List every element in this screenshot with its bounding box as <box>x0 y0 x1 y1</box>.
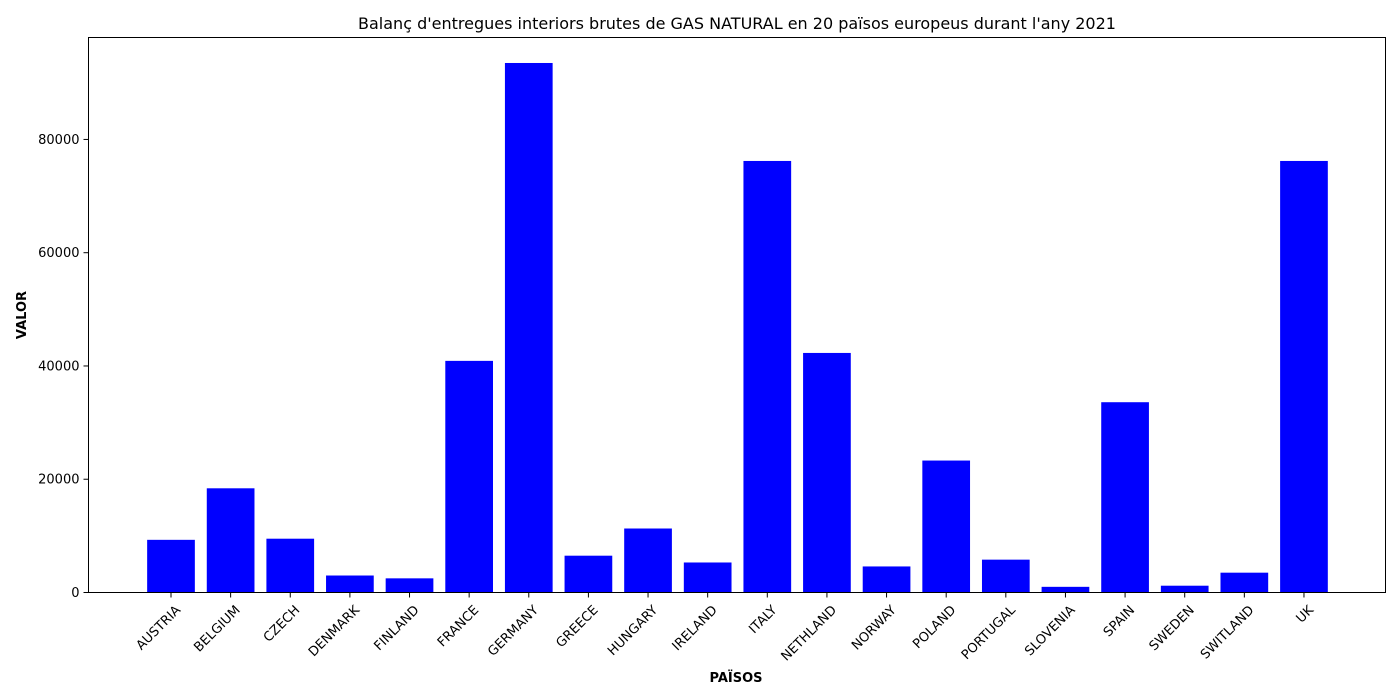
y-tick-label: 20000 <box>38 473 79 488</box>
x-tick-label: HUNGARY <box>605 603 661 659</box>
x-tick-label: NETHLAND <box>779 603 840 664</box>
y-axis-label: VALOR <box>15 291 30 339</box>
bar-sweden <box>1160 585 1209 593</box>
y-tick-label: 60000 <box>38 246 79 261</box>
bar-hungary <box>624 528 672 593</box>
y-tick-label: 0 <box>71 586 79 601</box>
x-tick-label: SPAIN <box>1101 603 1138 640</box>
bar-belgium <box>206 488 255 593</box>
x-tick-label: NORWAY <box>849 603 900 654</box>
x-tick-label: FRANCE <box>435 603 482 650</box>
bar-nethland <box>803 352 851 593</box>
x-tick-label: SLOVENIA <box>1022 603 1078 659</box>
x-tick-label: BELGIUM <box>191 603 243 655</box>
x-tick-label: SWITLAND <box>1198 603 1257 662</box>
x-tick-label: PORTUGAL <box>959 602 1020 663</box>
bar-norway <box>862 566 911 593</box>
bar-austria <box>147 539 195 593</box>
x-tick-label: GREECE <box>553 603 601 651</box>
x-axis-label: PAÏSOS <box>709 670 762 686</box>
bar-switland <box>1220 572 1269 593</box>
bars-group <box>147 62 1328 593</box>
x-tick-label: UK <box>1294 603 1318 627</box>
y-axis: 0 20000 40000 60000 80000 <box>38 133 89 601</box>
x-tick-label: IRELAND <box>670 603 721 654</box>
bar-denmark <box>326 575 374 593</box>
bar-spain <box>1101 402 1149 593</box>
x-tick-label: FINLAND <box>372 603 423 654</box>
x-tick-label: CZECH <box>261 603 303 645</box>
bar-slovenia <box>1041 586 1090 593</box>
bar-germany <box>504 62 553 593</box>
x-tick-label: ITALY <box>746 603 780 637</box>
bar-czech <box>266 538 315 593</box>
bar-poland <box>922 460 971 593</box>
x-tick-label: DENMARK <box>306 603 363 660</box>
x-tick-label: GERMANY <box>485 603 542 660</box>
x-tick-label: POLAND <box>910 603 959 652</box>
bar-italy <box>743 160 792 593</box>
x-tick-label: AUSTRIA <box>134 603 185 654</box>
bar-uk <box>1280 160 1328 593</box>
bar-france <box>445 360 493 593</box>
bar-ireland <box>683 562 732 593</box>
x-axis: AUSTRIA BELGIUM CZECH DENMARK FINLAND FRANCE G… <box>134 592 1318 664</box>
x-tick-label: SWEDEN <box>1147 603 1198 654</box>
bar-finland <box>385 578 434 593</box>
chart-title: Balanç d'entregues interiors brutes de G… <box>358 14 1116 33</box>
bar-portugal <box>981 559 1030 593</box>
plot-frame <box>88 37 1386 593</box>
y-tick-label: 40000 <box>38 359 79 374</box>
bar-greece <box>564 555 613 593</box>
y-tick-label: 80000 <box>38 133 79 148</box>
